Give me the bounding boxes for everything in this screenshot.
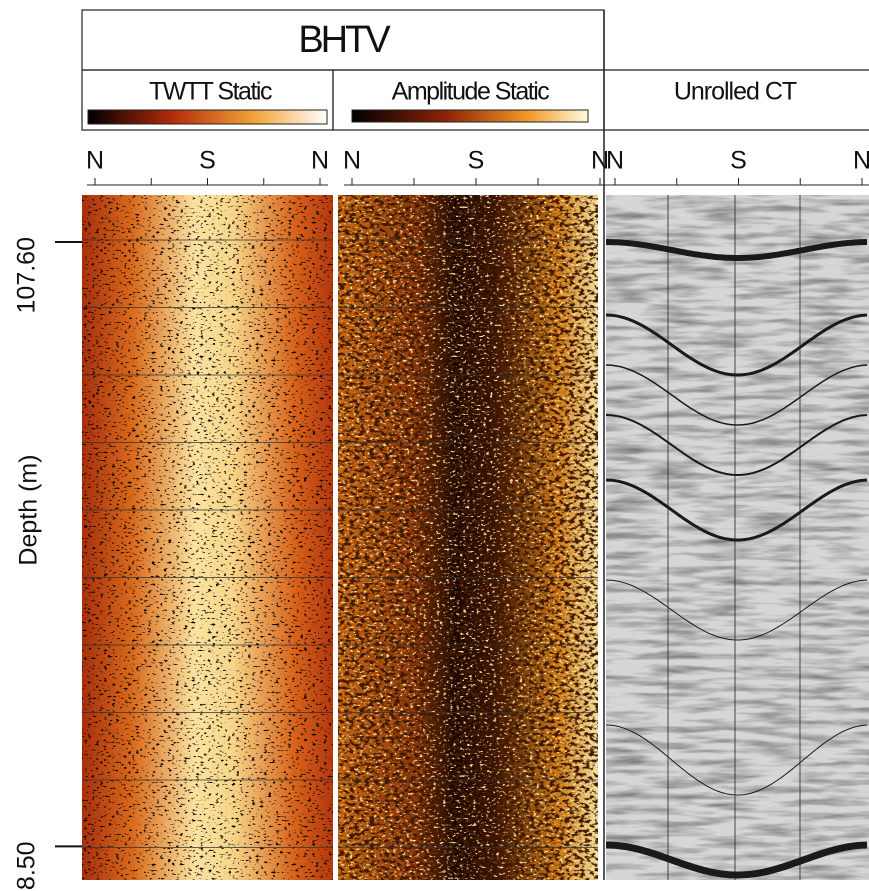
amplitude-speckle [338, 195, 598, 880]
azimuth-label: N [853, 147, 869, 175]
ct-fracture [605, 364, 868, 426]
ct-texture [606, 195, 869, 880]
azimuth-label: N [343, 147, 361, 175]
colorbar [351, 109, 589, 123]
azimuth-label: N [86, 147, 104, 175]
depth-axis-label: Depth (m) [15, 454, 43, 565]
azimuth-label: S [730, 147, 747, 175]
header-title: BHTV [298, 19, 391, 61]
ct-fracture [606, 841, 868, 879]
ct-fracture [605, 478, 868, 542]
colorbar [87, 109, 328, 125]
ct-fracture [605, 414, 868, 477]
panel-title: Unrolled CT [674, 78, 797, 106]
depth-tick-label: 107.60 [13, 237, 41, 313]
azimuth-label: S [468, 147, 485, 175]
ct-fracture [605, 313, 868, 377]
panel-title: Amplitude Static [392, 78, 550, 106]
ct-fracture [605, 579, 868, 641]
azimuth-label: N [606, 147, 624, 175]
azimuth-label: N [311, 147, 329, 175]
azimuth-label: N [591, 147, 609, 175]
ct-fracture [606, 239, 868, 261]
azimuth-label: S [199, 147, 216, 175]
depth-tick-label: 108.50 [13, 841, 41, 891]
panel-title: TWTT Static [149, 78, 272, 106]
ct-fracture [605, 724, 868, 796]
log-images [82, 195, 869, 880]
twtt-speckle [82, 195, 333, 880]
